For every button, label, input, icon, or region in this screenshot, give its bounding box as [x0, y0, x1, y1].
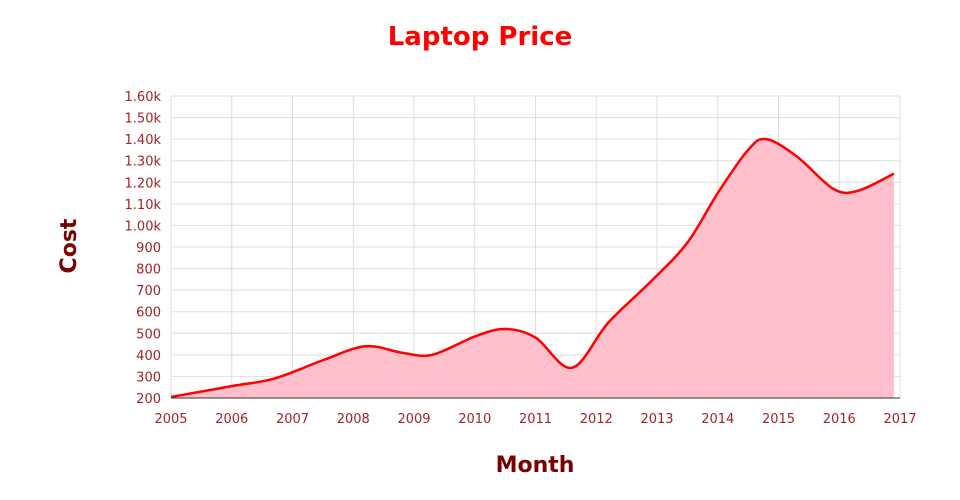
series-line — [170, 137, 895, 399]
y-tick-label: 700 — [136, 284, 161, 299]
y-tick-label: 1.30k — [125, 155, 162, 170]
y-tick-label: 900 — [136, 241, 161, 256]
x-axis-title: Month — [496, 453, 575, 478]
y-tick-label: 800 — [136, 263, 161, 278]
x-axis-ticks: 2005 2006 2007 2008 2009 2010 2011 2012 2013 2014… — [154, 412, 916, 427]
x-tick-label: 2011 — [519, 412, 552, 427]
y-axis-ticks: 200 300 400 500 600 700 800 900 1.00k 1.10k 1.20k 1… — [125, 90, 162, 407]
y-tick-label: 500 — [136, 327, 161, 342]
y-tick-label: 200 — [136, 392, 161, 407]
x-tick-label: 2005 — [154, 412, 187, 427]
x-tick-label: 2017 — [883, 412, 916, 427]
y-tick-label: 300 — [136, 370, 161, 385]
y-tick-label: 1.60k — [125, 90, 162, 105]
area-fill — [171, 138, 894, 398]
x-tick-label: 2008 — [337, 412, 370, 427]
x-tick-label: 2012 — [580, 412, 613, 427]
y-tick-label: 1.20k — [125, 176, 162, 191]
y-tick-label: 1.10k — [125, 198, 162, 213]
y-tick-label: 600 — [136, 306, 161, 321]
x-tick-label: 2013 — [640, 412, 673, 427]
x-tick-label: 2006 — [215, 412, 248, 427]
y-tick-label: 1.00k — [125, 219, 162, 234]
x-tick-label: 2009 — [397, 412, 430, 427]
y-tick-label: 1.50k — [125, 112, 162, 127]
x-tick-label: 2015 — [762, 412, 795, 427]
x-tick-label: 2010 — [458, 412, 491, 427]
y-axis-title: Cost — [57, 218, 82, 273]
y-tick-label: 1.40k — [125, 133, 162, 148]
y-tick-label: 400 — [136, 349, 161, 364]
x-tick-label: 2016 — [823, 412, 856, 427]
x-tick-label: 2014 — [701, 412, 734, 427]
x-tick-label: 2007 — [276, 412, 309, 427]
chart-title: Laptop Price — [387, 22, 573, 52]
